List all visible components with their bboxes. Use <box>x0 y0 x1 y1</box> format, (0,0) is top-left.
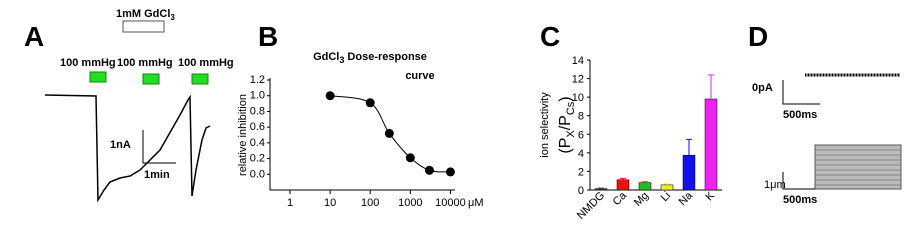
current-family-lines <box>815 149 901 186</box>
x-tick-label: Na <box>677 189 696 208</box>
panel-label: D <box>748 21 768 52</box>
bar <box>704 98 718 191</box>
data-point <box>365 98 375 108</box>
x-tick-label: Mg <box>632 190 651 209</box>
title-sub: 3 <box>339 55 344 65</box>
drug-bar <box>122 20 165 33</box>
current-family <box>814 144 902 190</box>
bar <box>660 184 674 191</box>
y-axis-label: ion selectivity <box>539 92 551 158</box>
y-tick-label: 0.0 <box>250 168 265 180</box>
error-bar <box>620 177 626 180</box>
scale-label: 500ms <box>783 194 817 206</box>
y-tick-label: 14 <box>572 55 584 67</box>
bar <box>682 154 696 191</box>
bar <box>594 188 608 191</box>
error-bar <box>664 183 670 185</box>
y-axis-label-part: /P <box>557 115 574 130</box>
data-point <box>384 128 394 138</box>
y-axis-label: (PX/PCs) <box>557 96 577 153</box>
y-tick-label: 4 <box>578 148 584 160</box>
chart-title: curve <box>405 70 434 82</box>
scale-label: 1nA <box>110 139 131 151</box>
bar <box>638 182 652 191</box>
panel-label: A <box>24 21 44 52</box>
y-tick-label: 6 <box>578 129 584 141</box>
y-axis-label: relative inhibition <box>237 94 249 176</box>
pressure-pulse <box>191 73 209 85</box>
scale-bar <box>782 172 815 190</box>
panel-label: C <box>540 21 560 52</box>
y-axis-label-part: (P <box>557 138 574 154</box>
panel-label: B <box>258 21 278 52</box>
drug-text: 1mM GdCl <box>116 8 170 20</box>
y-axis-label-part: X <box>565 130 577 138</box>
y-tick-label: 0 <box>578 185 584 197</box>
y-tick-label: 0.2 <box>250 153 265 165</box>
data-point <box>424 165 434 175</box>
x-tick-label: 10000 <box>435 197 466 209</box>
chart-title: GdCl3 Dose-response <box>313 51 427 65</box>
x-tick-label: Li <box>659 190 674 205</box>
drug-label: 1mM GdCl3 <box>116 8 175 22</box>
x-tick-label: 1000 <box>398 197 422 209</box>
x-tick-label: Ca <box>611 189 630 208</box>
title-text: GdCl <box>313 51 339 63</box>
x-tick-label: K <box>703 189 717 203</box>
scale-label: 0pA <box>752 82 773 94</box>
y-tick-label: 1.2 <box>250 74 265 86</box>
x-unit: μM <box>468 197 484 209</box>
data-point <box>325 91 335 101</box>
pressure-label: 100 mmHg <box>117 57 173 69</box>
y-tick-label: 0.8 <box>250 105 265 117</box>
y-axis-label-part: Cs <box>565 101 577 115</box>
scale-bar <box>782 80 820 105</box>
y-tick-label: 0.6 <box>250 121 265 133</box>
data-point <box>405 153 415 163</box>
drug-sub: 3 <box>170 13 175 22</box>
x-tick-label: 1 <box>287 197 293 209</box>
pressure-label: 100 mmHg <box>178 57 234 69</box>
scale-bar <box>142 130 176 164</box>
bar <box>616 179 630 191</box>
scale-label: 1μm <box>764 179 786 191</box>
y-tick-label: 10 <box>572 92 584 104</box>
y-tick-label: 8 <box>578 111 584 123</box>
error-bar <box>642 181 648 183</box>
x-tick-label: 100 <box>361 197 379 209</box>
y-tick-label: 12 <box>572 74 584 86</box>
pressure-pulse <box>89 71 107 83</box>
y-tick-label: 1.0 <box>250 90 265 102</box>
pressure-label: 100 mmHg <box>60 57 116 69</box>
current-trace <box>44 94 211 203</box>
pressure-pulse <box>142 73 160 85</box>
title-text: Dose-response <box>344 51 427 63</box>
error-bar <box>686 138 692 156</box>
y-axis-label-part: ) <box>557 96 574 101</box>
scale-label: 1min <box>144 169 170 181</box>
error-bar <box>708 74 714 99</box>
data-point <box>445 167 455 177</box>
y-tick-label: 2 <box>578 166 584 178</box>
scale-label: 500ms <box>783 109 817 121</box>
x-tick-label: 10 <box>324 197 336 209</box>
y-tick-label: 0.4 <box>250 137 265 149</box>
